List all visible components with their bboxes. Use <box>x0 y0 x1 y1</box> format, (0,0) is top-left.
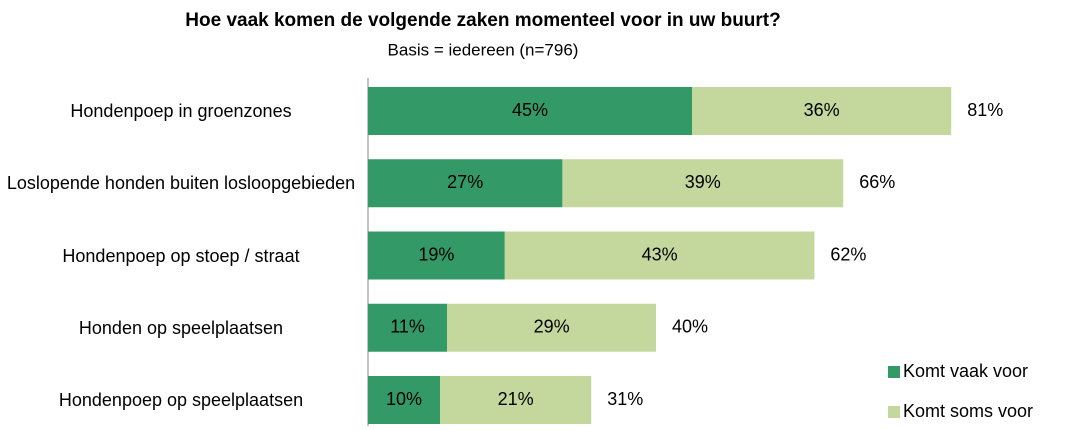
bar-segment <box>368 376 440 424</box>
legend-label: Komt vaak voor <box>903 361 1028 381</box>
value-label: 11% <box>390 317 425 337</box>
legend-swatch <box>888 366 900 378</box>
value-label: 27% <box>447 172 483 192</box>
value-label: 36% <box>804 100 840 120</box>
bar-segment <box>504 231 815 280</box>
bar-segment <box>562 159 844 208</box>
total-label: 40% <box>672 317 708 337</box>
value-label: 10% <box>386 389 422 409</box>
value-label: 43% <box>642 244 678 264</box>
bar-segment <box>368 231 505 280</box>
value-label: 45% <box>512 100 548 120</box>
bar-segment <box>368 303 448 352</box>
bar-segment <box>692 87 952 135</box>
value-label: 21% <box>498 389 534 409</box>
total-label: 62% <box>830 244 866 264</box>
total-label: 81% <box>967 100 1003 120</box>
value-label: 19% <box>418 244 454 264</box>
chart-title: Hoe vaak komen de volgende zaken momente… <box>185 10 780 31</box>
legend-swatch <box>888 406 900 418</box>
category-label: Honden op speelplaatsen <box>78 317 284 338</box>
total-label: 66% <box>859 172 895 192</box>
bar-segment <box>440 376 592 424</box>
category-label: Loslopende honden buiten losloopgebieden <box>6 173 356 194</box>
category-label: Hondenpoep op stoep / straat <box>62 245 300 266</box>
category-label: Hondenpoep op speelplaatsen <box>58 390 304 410</box>
bar-segment <box>447 303 656 352</box>
value-label: 39% <box>685 172 721 192</box>
bar-segment <box>368 87 692 135</box>
legend-label: Komt soms voor <box>903 401 1033 421</box>
category-label: Hondenpoep in groenzones <box>70 101 292 121</box>
value-label: 29% <box>534 317 570 337</box>
bar-segment <box>368 159 563 208</box>
total-label: 31% <box>607 389 643 409</box>
chart-subtitle: Basis = iedereen (n=796) <box>388 40 579 59</box>
